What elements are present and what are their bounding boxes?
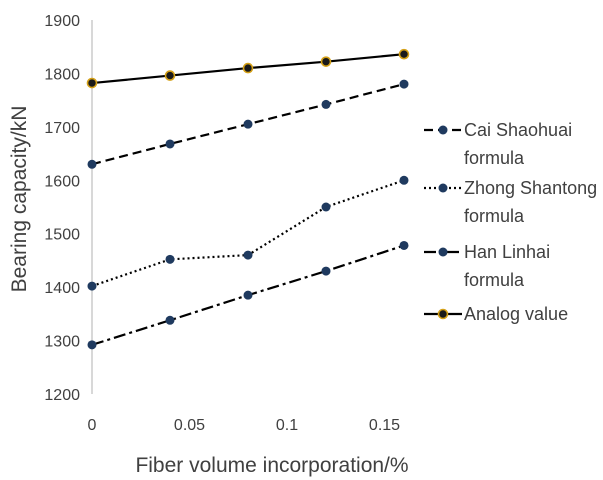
series-2 xyxy=(87,175,409,291)
data-point xyxy=(165,315,175,325)
legend-entry: Han Linhai formula xyxy=(424,242,550,290)
data-point xyxy=(164,70,176,81)
y-tick-label: 1900 xyxy=(44,13,80,30)
y-tick-label: 1200 xyxy=(44,387,80,404)
legend-entry: Cai Shaohuai formula xyxy=(424,120,572,168)
data-point xyxy=(243,119,253,129)
x-tick-labels: 0 0.05 0.1 0.15 xyxy=(88,417,401,434)
data-point xyxy=(398,48,410,60)
legend-marker-swatch xyxy=(437,308,449,320)
series-4 xyxy=(86,48,410,89)
legend-label: Cai Shaohuai xyxy=(464,120,572,140)
series-line xyxy=(91,179,405,288)
y-tick-label: 1400 xyxy=(44,280,80,297)
legend-marker-swatch xyxy=(438,183,448,193)
data-point xyxy=(87,340,97,350)
data-point xyxy=(87,281,97,291)
data-point xyxy=(165,254,175,264)
y-tick-label: 1300 xyxy=(44,334,80,351)
legend-label: Analog value xyxy=(464,304,568,324)
legend: Cai Shaohuai formula Zhong Shantong formula… xyxy=(424,120,597,324)
x-tick-label: 0.05 xyxy=(174,417,205,434)
x-tick-label: 0 xyxy=(88,417,97,434)
data-point xyxy=(243,290,253,300)
data-point xyxy=(399,79,409,89)
data-point xyxy=(86,77,98,89)
legend-label: formula xyxy=(464,270,525,290)
legend-label: formula xyxy=(464,148,525,168)
x-tick-label: 0.15 xyxy=(369,417,400,434)
data-point xyxy=(242,62,254,74)
y-tick-labels: 1200 1300 1400 1500 1600 1700 1800 1900 xyxy=(44,13,80,404)
legend-entry: Zhong Shantong formula xyxy=(424,178,597,226)
legend-entry: Analog value xyxy=(424,304,568,324)
data-point xyxy=(87,159,97,169)
legend-label: Han Linhai xyxy=(464,242,550,262)
series-layer xyxy=(86,48,410,350)
y-tick-label: 1500 xyxy=(44,227,80,244)
data-point xyxy=(321,202,331,212)
x-axis-title: Fiber volume incorporation/% xyxy=(135,454,408,477)
y-tick-label: 1600 xyxy=(44,173,80,190)
series-3 xyxy=(87,240,409,350)
y-tick-label: 1700 xyxy=(44,120,80,137)
data-point xyxy=(320,56,332,67)
legend-marker-swatch xyxy=(438,247,448,257)
data-point xyxy=(243,250,253,260)
y-axis-title: Bearing capacity/kN xyxy=(8,106,31,293)
legend-label: formula xyxy=(464,206,525,226)
legend-marker-swatch xyxy=(438,125,448,135)
y-tick-label: 1800 xyxy=(44,66,80,83)
series-1 xyxy=(87,79,409,169)
x-tick-label: 0.1 xyxy=(276,417,298,434)
data-point xyxy=(399,175,409,185)
data-point xyxy=(165,139,175,149)
data-point xyxy=(321,266,331,276)
legend-label: Zhong Shantong xyxy=(464,178,597,198)
data-point xyxy=(321,99,331,109)
data-point xyxy=(399,240,409,250)
